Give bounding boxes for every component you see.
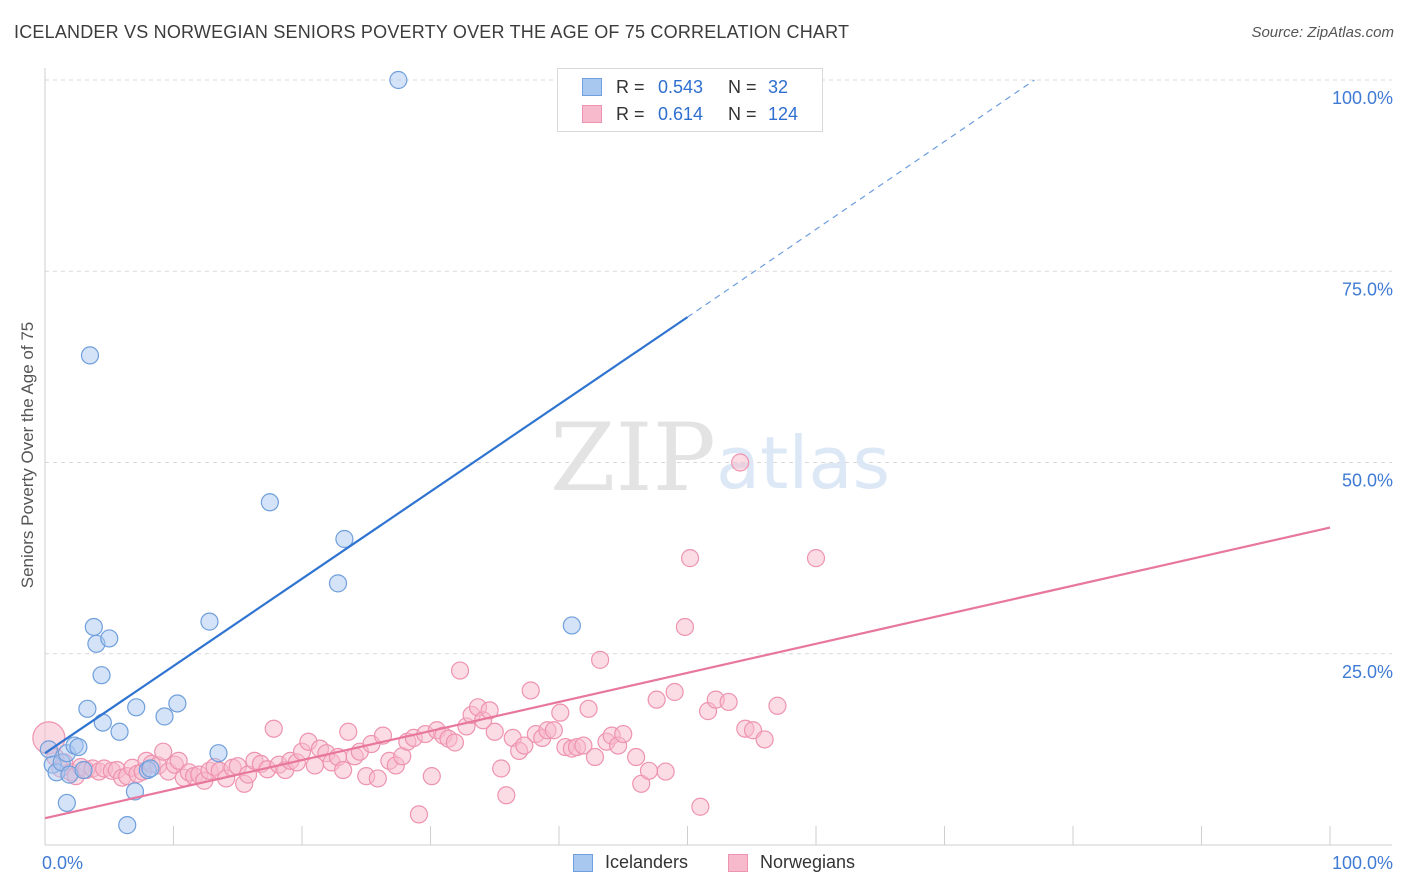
x-tick-label: 100.0% — [1332, 853, 1393, 873]
norwegians-point — [675, 617, 695, 637]
icelanders-swatch — [582, 78, 602, 96]
icelanders-point — [69, 737, 88, 757]
icelanders-r-value: 0.543 — [658, 76, 704, 97]
source-label: Source: ZipAtlas.com — [1251, 24, 1394, 41]
norwegians-point — [169, 751, 188, 770]
icelanders-point — [260, 493, 279, 512]
icelanders-point — [389, 70, 408, 90]
norwegians-point — [492, 759, 511, 778]
watermark: ZIP atlas — [550, 404, 890, 513]
norwegians-point — [806, 549, 826, 568]
n-label: N = — [728, 76, 757, 97]
icelanders-point — [562, 616, 581, 635]
norwegians-point — [768, 696, 787, 715]
watermark-zip: ZIP — [550, 404, 716, 513]
norwegians-r-value: 0.614 — [658, 103, 704, 124]
y-axis-label: Seniors Poverty Over the Age of 75 — [18, 321, 37, 589]
norwegians-point — [409, 805, 429, 824]
icelanders-n-value: 32 — [768, 76, 789, 97]
norwegians-point — [680, 549, 700, 568]
norwegians-point — [647, 690, 666, 709]
grid-lines — [45, 79, 1392, 655]
norwegians-point — [264, 719, 283, 738]
norwegians-point — [368, 769, 387, 788]
norwegians-point — [497, 786, 516, 805]
icelanders-legend-label: Icelanders — [605, 852, 689, 872]
norwegians-point — [639, 761, 659, 780]
icelanders-point — [141, 759, 160, 778]
icelanders-point — [80, 346, 100, 365]
norwegians-point — [485, 722, 504, 741]
icelanders-point — [93, 713, 112, 732]
y-tick-label: 25.0% — [1342, 662, 1393, 682]
series-legend: Icelanders Norwegians — [0, 852, 1406, 876]
y-tick-label: 50.0% — [1342, 471, 1393, 491]
icelanders-point — [200, 612, 219, 631]
legend-item-icelanders: Icelanders — [573, 852, 688, 873]
norwegians-point — [422, 767, 441, 786]
y-tick-label: 75.0% — [1342, 279, 1393, 299]
norwegians-point — [480, 701, 499, 720]
norwegians-point — [731, 453, 750, 472]
icelanders-point — [118, 816, 137, 835]
icelanders-legend-swatch — [573, 853, 593, 872]
norwegians-swatch — [582, 105, 602, 123]
icelanders-point — [127, 698, 146, 717]
norwegians-point — [665, 682, 684, 702]
stats-legend: R = 0.543 N = 32 R = 0.614 N = 124 — [557, 68, 823, 132]
norwegians-trend-line — [44, 526, 1331, 820]
legend-item-norwegians: Norwegians — [728, 852, 855, 873]
tick-labels: 25.0% 50.0% 75.0% 100.0% 0.0% 100.0% — [42, 88, 1393, 873]
icelanders-point — [335, 529, 354, 549]
icelanders-point — [125, 782, 145, 801]
legend-row-icelanders: R = 0.543 N = 32 — [582, 74, 788, 100]
icelanders-point — [84, 617, 103, 637]
norwegians-point — [719, 692, 738, 712]
icelanders-points — [39, 70, 581, 835]
norwegians-point — [591, 650, 610, 669]
norwegians-point — [614, 724, 633, 744]
norwegians-point — [574, 736, 593, 755]
x-tick-label: 0.0% — [42, 853, 83, 873]
icelanders-trend-extension — [687, 79, 1035, 318]
norwegians-point — [339, 722, 358, 741]
norwegians-point — [626, 747, 646, 767]
norwegians-point — [445, 733, 465, 752]
norwegians-point — [154, 742, 173, 761]
norwegians-point — [450, 661, 470, 680]
norwegians-point — [515, 736, 534, 755]
icelanders-point — [168, 694, 187, 713]
y-tick-label: 100.0% — [1332, 88, 1393, 108]
n-label: N = — [728, 103, 757, 124]
norwegians-point — [579, 699, 598, 718]
norwegians-point — [585, 747, 605, 767]
icelanders-point — [100, 629, 119, 648]
norwegians-point — [551, 703, 570, 722]
axes — [44, 68, 1392, 846]
icelanders-point — [209, 744, 228, 763]
trend-lines — [44, 79, 1331, 820]
norwegians-legend-swatch — [728, 853, 748, 872]
icelanders-point — [155, 707, 174, 726]
icelanders-point — [57, 793, 76, 813]
icelanders-point — [110, 722, 129, 741]
norwegians-point — [334, 760, 353, 780]
legend-row-norwegians: R = 0.614 N = 124 — [582, 101, 798, 127]
norwegians-point — [755, 730, 774, 749]
norwegians-point — [656, 762, 675, 781]
icelanders-point — [74, 760, 93, 780]
icelanders-point — [328, 574, 348, 593]
norwegians-legend-label: Norwegians — [760, 852, 856, 872]
norwegians-point — [691, 797, 710, 816]
icelanders-trend-line — [44, 316, 689, 755]
chart-title: ICELANDER VS NORWEGIAN SENIORS POVERTY O… — [14, 22, 850, 42]
icelanders-point — [78, 699, 97, 718]
r-label: R = — [616, 103, 645, 124]
icelanders-point — [92, 666, 111, 685]
norwegians-n-value: 124 — [768, 103, 799, 124]
norwegians-point — [521, 681, 540, 700]
norwegians-point — [544, 721, 563, 740]
r-label: R = — [616, 76, 645, 97]
